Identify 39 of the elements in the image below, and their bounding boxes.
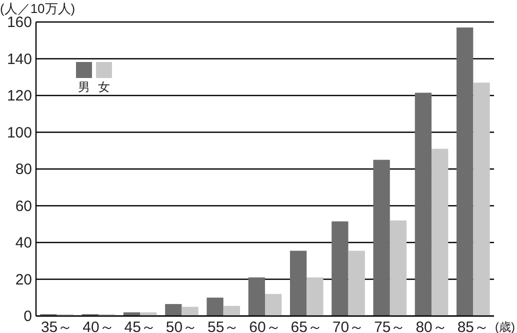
bar bbox=[223, 306, 240, 316]
bar bbox=[414, 92, 432, 316]
y-tick-label: 0 bbox=[24, 308, 32, 325]
x-tick-label: 50～ bbox=[166, 319, 198, 333]
x-tick-label: 65～ bbox=[290, 319, 322, 333]
y-tick-label: 60 bbox=[15, 198, 32, 215]
bar bbox=[373, 160, 390, 316]
bar bbox=[165, 304, 182, 316]
y-tick-label: 100 bbox=[6, 124, 32, 142]
bar bbox=[306, 277, 324, 316]
y-tick-label: 120 bbox=[6, 88, 32, 104]
bar bbox=[290, 250, 307, 316]
bar bbox=[432, 148, 448, 316]
bar bbox=[182, 306, 198, 316]
x-tick-label: 70～ bbox=[332, 319, 364, 333]
y-tick-label: 20 bbox=[15, 271, 32, 288]
x-tick-label: 55～ bbox=[208, 319, 240, 333]
bar bbox=[248, 277, 265, 316]
x-tick-label: 85～ bbox=[457, 319, 490, 333]
bar bbox=[265, 294, 282, 316]
x-tick-label: 45～ bbox=[124, 319, 156, 333]
x-tick-label: 80～ bbox=[416, 319, 448, 333]
bar bbox=[332, 221, 348, 316]
bar bbox=[348, 250, 365, 316]
bar bbox=[390, 220, 407, 316]
bar bbox=[206, 298, 224, 316]
x-tick-label: 60～ bbox=[249, 319, 281, 333]
y-tick-label: 160 bbox=[6, 14, 32, 31]
bar bbox=[456, 28, 474, 316]
bar bbox=[473, 82, 490, 316]
y-axis-title: (人／10万人) bbox=[0, 1, 76, 16]
y-tick-label: 80 bbox=[15, 161, 32, 178]
legend-label: 男 bbox=[78, 80, 90, 94]
x-tick-label: 75～ bbox=[374, 319, 406, 333]
y-tick-label: 40 bbox=[15, 234, 32, 252]
legend-label: 女 bbox=[98, 80, 110, 94]
x-tick-label: 40～ bbox=[82, 319, 114, 333]
x-tick-label: 35～ bbox=[40, 319, 73, 333]
y-tick-label: 140 bbox=[6, 50, 32, 68]
